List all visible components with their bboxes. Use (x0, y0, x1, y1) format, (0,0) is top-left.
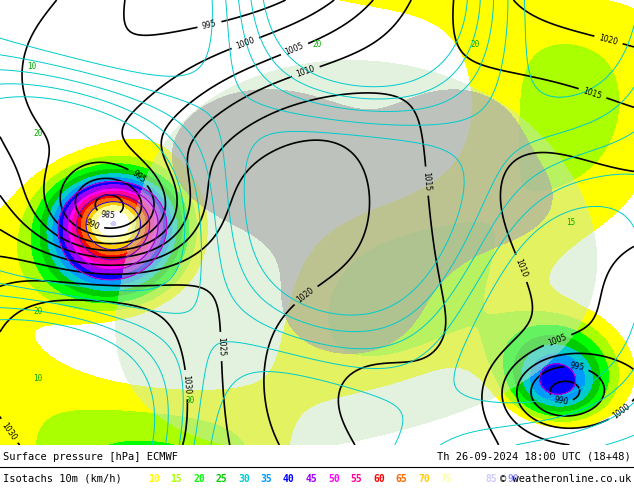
Text: 1025: 1025 (216, 337, 226, 356)
Text: 60: 60 (373, 474, 385, 484)
Text: Th 26-09-2024 18:00 UTC (18+48): Th 26-09-2024 18:00 UTC (18+48) (437, 452, 631, 462)
Text: 10: 10 (34, 374, 42, 383)
Text: 1010: 1010 (514, 258, 529, 279)
Text: 995: 995 (202, 19, 217, 31)
Text: 1020: 1020 (598, 33, 619, 47)
Text: 55: 55 (351, 474, 362, 484)
Text: 20: 20 (34, 307, 42, 316)
Text: 1015: 1015 (422, 171, 432, 191)
Text: 15: 15 (171, 474, 182, 484)
Text: 85: 85 (486, 474, 497, 484)
Text: 10: 10 (148, 474, 160, 484)
Text: 990: 990 (553, 395, 569, 407)
Text: 15: 15 (566, 218, 575, 227)
Text: 1030: 1030 (0, 421, 18, 442)
Text: 1020: 1020 (295, 286, 316, 305)
Text: 1010: 1010 (295, 64, 316, 79)
Text: 1005: 1005 (284, 41, 305, 57)
Text: 985: 985 (101, 210, 116, 221)
Text: 20: 20 (193, 474, 205, 484)
Text: 65: 65 (396, 474, 407, 484)
Text: 1000: 1000 (235, 35, 256, 51)
Text: 40: 40 (283, 474, 295, 484)
Text: 1015: 1015 (582, 86, 603, 100)
Text: 90: 90 (508, 474, 520, 484)
Text: 20: 20 (34, 129, 42, 138)
Text: 75: 75 (441, 474, 452, 484)
Text: 10: 10 (27, 62, 36, 71)
Text: 1030: 1030 (181, 374, 192, 394)
Text: 30: 30 (238, 474, 250, 484)
Text: 30: 30 (186, 396, 195, 405)
Text: 25: 25 (216, 474, 227, 484)
Text: Isotachs 10m (km/h): Isotachs 10m (km/h) (3, 474, 122, 484)
Text: 20: 20 (313, 40, 321, 49)
Text: 50: 50 (328, 474, 340, 484)
Text: 1005: 1005 (547, 332, 568, 347)
Text: 995: 995 (130, 169, 147, 185)
Text: 80: 80 (463, 474, 475, 484)
Text: 995: 995 (569, 362, 585, 372)
Text: 35: 35 (261, 474, 272, 484)
Text: 990: 990 (84, 217, 101, 231)
Text: 1000: 1000 (611, 402, 632, 421)
Text: © weatheronline.co.uk: © weatheronline.co.uk (500, 474, 631, 484)
Text: 70: 70 (418, 474, 430, 484)
Text: 20: 20 (471, 40, 480, 49)
Text: 45: 45 (306, 474, 317, 484)
Text: Surface pressure [hPa] ECMWF: Surface pressure [hPa] ECMWF (3, 452, 178, 462)
